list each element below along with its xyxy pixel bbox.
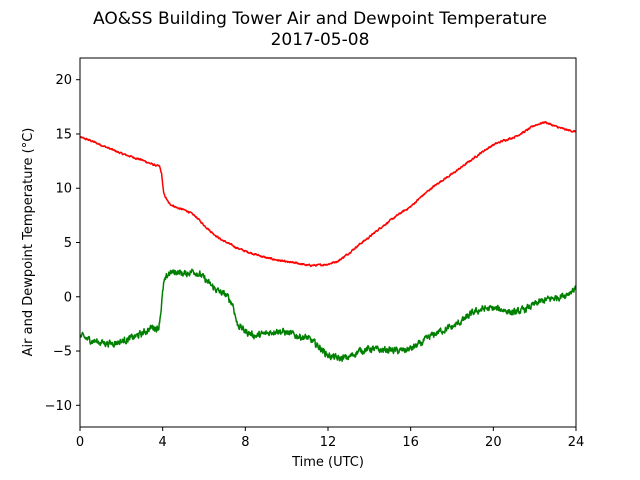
- series-line-0: [80, 121, 576, 268]
- y-tick-label: −5: [53, 345, 72, 360]
- y-tick-label: 5: [64, 236, 72, 251]
- x-tick-label: 4: [159, 435, 167, 450]
- y-tick-label: 0: [64, 290, 72, 305]
- y-tick-label: 15: [55, 127, 72, 142]
- series-layer: [80, 121, 576, 362]
- x-tick-label: 0: [76, 435, 84, 450]
- x-tick-label: 8: [241, 435, 249, 450]
- y-tick-label: 10: [55, 182, 72, 197]
- x-tick-label: 16: [402, 435, 419, 450]
- x-axis-label: Time (UTC): [291, 455, 364, 470]
- x-tick-label: 12: [320, 435, 337, 450]
- x-tick-label: 24: [568, 435, 585, 450]
- x-axis: 0 4 8 12 16 20 24: [76, 427, 584, 450]
- y-tick-label: −10: [45, 399, 72, 414]
- x-tick-label: 20: [485, 435, 502, 450]
- y-axis-label: Air and Dewpoint Temperature (°C): [21, 128, 36, 357]
- chart-subtitle: 2017-05-08: [271, 30, 370, 50]
- chart-title: AO&SS Building Tower Air and Dewpoint Te…: [93, 9, 547, 29]
- y-tick-label: 20: [55, 73, 72, 88]
- series-line-1: [80, 268, 576, 362]
- y-axis: −10 −5 0 5 10 15 20: [45, 73, 80, 414]
